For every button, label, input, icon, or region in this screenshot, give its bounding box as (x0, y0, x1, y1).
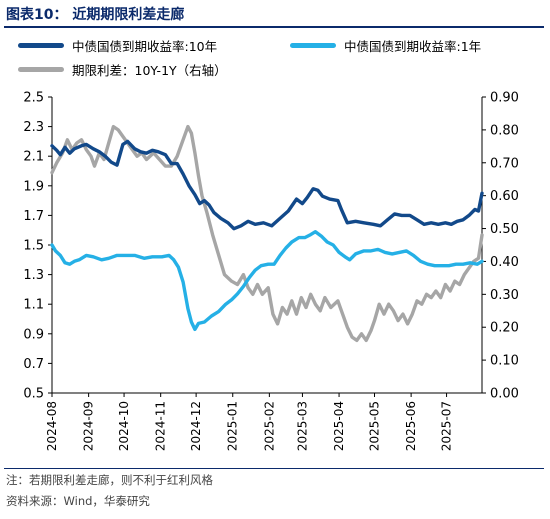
source-note: 资料来源：Wind，华泰研究 (6, 494, 150, 508)
y-right-tick-label: 0.60 (490, 189, 519, 204)
legend-swatch-1y (290, 43, 336, 48)
x-tick-label: 2025-04 (332, 401, 346, 451)
x-tick-label: 2025-06 (404, 401, 418, 451)
series-line-spread (50, 124, 484, 343)
y-left-tick-label: 0.9 (23, 327, 44, 342)
y-left-tick-label: 1.1 (23, 298, 44, 313)
y-left-tick-label: 0.7 (23, 357, 44, 372)
x-tick-label: 2025-07 (440, 401, 454, 451)
legend-swatch-10y (18, 43, 64, 48)
x-tick-label: 2024-08 (45, 401, 59, 451)
y-right-tick-label: 0.40 (490, 255, 519, 270)
x-tick-label: 2024-11 (154, 401, 168, 451)
x-tick-label: 2025-02 (262, 401, 276, 451)
y-left-tick-label: 2.5 (23, 91, 44, 106)
legend-swatch-spread (18, 67, 64, 72)
y-right-tick-label: 0.30 (490, 288, 519, 303)
y-right-tick-label: 0.50 (490, 222, 519, 237)
footer-divider (4, 468, 544, 469)
y-left-tick-label: 2.3 (23, 120, 44, 135)
chart-axes: 0.5 0.7 0.9 1.1 1.3 1.5 1.7 1.9 2.1 2.3 2.5 0.00 0.1… (23, 91, 519, 452)
legend-label-1y: 中债国债到期收益率:1年 (344, 39, 482, 54)
series-line-10y (50, 139, 484, 231)
series-line-1y (50, 230, 484, 332)
y-left-tick-label: 1.3 (23, 268, 44, 283)
y-right-tick-label: 0.00 (490, 387, 519, 402)
x-tick-label: 2024-09 (82, 401, 96, 451)
y-right-tick-label: 0.80 (490, 123, 519, 138)
x-tick-label: 2024-12 (189, 401, 203, 451)
legend-label-spread: 期限利差：10Y-1Y（右轴） (72, 63, 227, 78)
y-left-tick-label: 1.7 (23, 209, 44, 224)
legend-label-10y: 中债国债到期收益率:10年 (72, 39, 218, 54)
y-right-tick-label: 0.90 (490, 91, 519, 106)
y-right-tick-label: 0.10 (490, 354, 519, 369)
legend-item-10y: 中债国债到期收益率:10年 (18, 36, 217, 55)
legend-item-1y: 中债国债到期收益率:1年 (290, 36, 481, 55)
y-left-tick-label: 0.5 (23, 387, 44, 402)
x-tick-label: 2025-01 (226, 401, 240, 451)
series-layer (50, 124, 484, 343)
x-tick-label: 2025-05 (368, 401, 382, 451)
title-divider (4, 26, 544, 28)
figure-title: 图表10： 近期期限利差走廊 (6, 7, 185, 23)
y-right-tick-label: 0.20 (490, 321, 519, 336)
y-left-tick-label: 1.5 (23, 239, 44, 254)
x-tick-label: 2024-10 (117, 401, 131, 451)
x-tick-label: 2025-03 (295, 401, 309, 451)
y-right-tick-label: 0.70 (490, 156, 519, 171)
legend-item-spread: 期限利差：10Y-1Y（右轴） (18, 60, 227, 79)
chart-note: 注：若期限利差走廊，则不利于红利风格 (6, 473, 213, 487)
y-left-tick-label: 2.1 (23, 150, 44, 165)
y-left-tick-label: 1.9 (23, 179, 44, 194)
